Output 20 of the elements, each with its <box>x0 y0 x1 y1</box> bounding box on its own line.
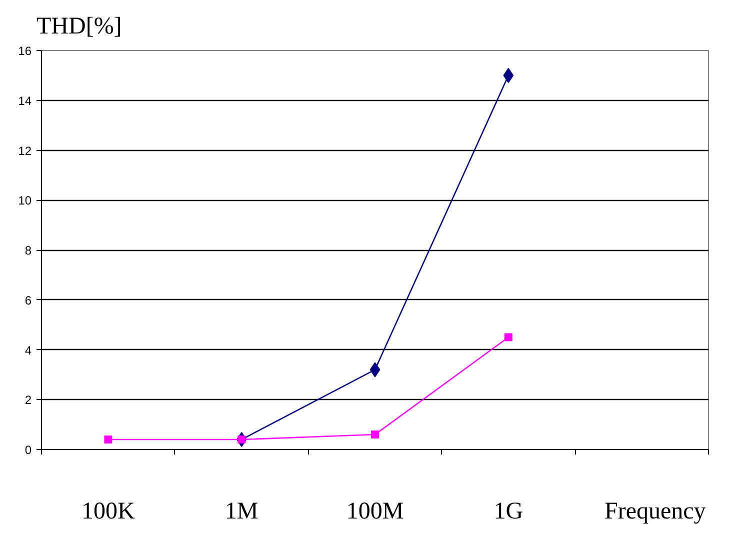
y-tick-label: 2 <box>24 393 32 408</box>
x-axis-title: Frequency <box>604 498 706 524</box>
y-tick-label: 4 <box>24 343 32 358</box>
x-tick-label: 100M <box>346 498 404 524</box>
point <box>104 436 112 444</box>
y-tick-label: 0 <box>24 443 32 457</box>
point <box>504 333 512 342</box>
x-tick-label: 1G <box>494 498 524 524</box>
x-tick-label: 1M <box>224 498 258 524</box>
y-tick-label: 6 <box>24 293 32 308</box>
x-tick-label: 100K <box>82 498 136 524</box>
y-tick-label: 8 <box>24 244 32 258</box>
y-tick-label: 12 <box>18 144 32 158</box>
point <box>371 430 379 439</box>
y-tick-label: 10 <box>18 194 32 208</box>
y-axis-title: THD[%] <box>36 14 122 40</box>
y-tick-label: 14 <box>18 94 32 108</box>
point <box>503 68 514 83</box>
point <box>370 362 380 378</box>
y-tick-label: 16 <box>18 44 32 58</box>
